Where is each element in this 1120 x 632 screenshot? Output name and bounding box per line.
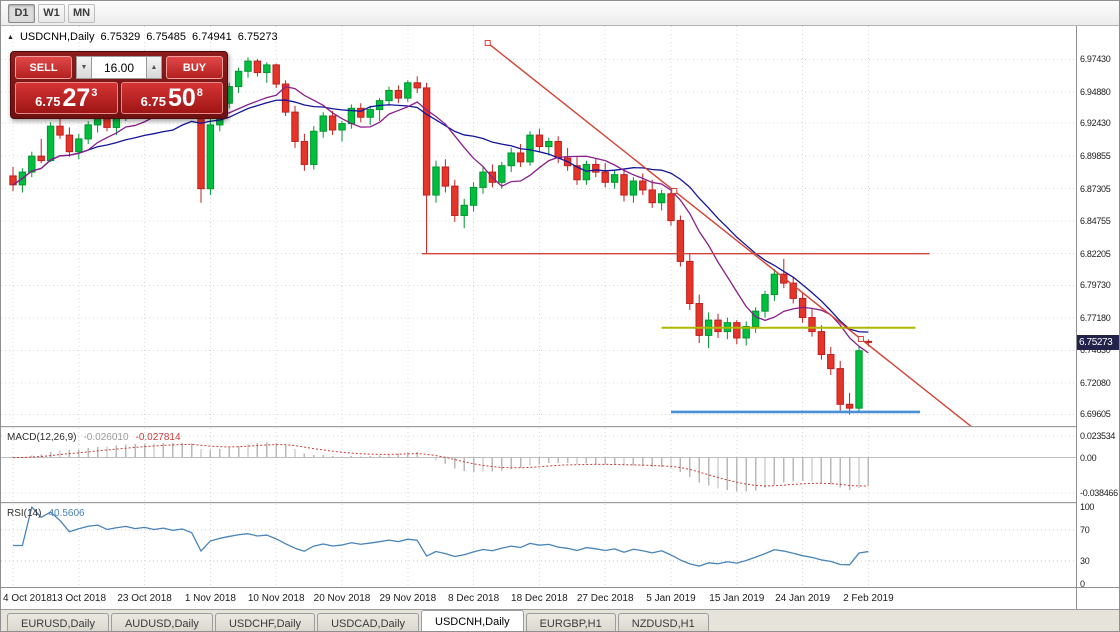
axis-scale-label: -0.038466 [1080, 488, 1118, 499]
sell-button[interactable]: SELL [15, 56, 72, 79]
chart-tab-bar: EURUSD,Daily AUDUSD,Daily USDCHF,Daily USDC… [1, 609, 1119, 631]
ohlc-close: 6.75273 [237, 31, 278, 43]
chart-title: USDCNH,Daily [19, 31, 95, 43]
date-axis-label: 13 Oct 2018 [51, 593, 107, 604]
macd-label: MACD(12,26,9) -0.026010 -0.027814 [7, 432, 181, 443]
current-price-badge: 6.75273 [1077, 335, 1119, 351]
rsi-indicator-panel[interactable] [1, 504, 1076, 587]
chart-tab-eurgbp[interactable]: EURGBP,H1 [525, 613, 616, 631]
date-axis-label: 20 Nov 2018 [313, 593, 371, 604]
macd-signal-value: -0.027814 [135, 432, 181, 443]
axis-scale-label: 6.82205 [1080, 248, 1111, 259]
rsi-label: RSI(14) 40.5606 [7, 508, 85, 519]
chart-tab-audusd[interactable]: AUDUSD,Daily [110, 613, 213, 631]
date-axis-label: 24 Jan 2019 [775, 593, 831, 604]
trendline[interactable] [484, 39, 1076, 426]
date-axis-label: 23 Oct 2018 [117, 593, 172, 604]
axis-scale-label: 6.79730 [1080, 280, 1111, 291]
ma-fast-line [12, 86, 869, 354]
chart-tab-nzdusd[interactable]: NZDUSD,H1 [617, 613, 709, 631]
symbol-marker-icon: ▲ [7, 33, 14, 41]
buy-price-point: 8 [196, 87, 203, 99]
ohlc-high: 6.75485 [146, 31, 187, 43]
chart-tab-usdcad[interactable]: USDCAD,Daily [317, 613, 420, 631]
date-axis-label: 5 Jan 2019 [646, 593, 696, 604]
rsi-line [13, 506, 869, 567]
axis-corner [1076, 587, 1119, 609]
trendline-handle-end[interactable] [857, 335, 864, 342]
axis-scale-label: 6.72080 [1080, 377, 1111, 388]
axis-scale-label: 0.023534 [1080, 430, 1116, 441]
chart-header: ▲ USDCNH,Daily 6.75329 6.75485 6.74941 6… [7, 31, 278, 43]
date-axis-label: 8 Dec 2018 [448, 593, 500, 604]
timeframe-button-mn[interactable]: MN [68, 3, 96, 23]
macd-name: MACD(12,26,9) [7, 432, 77, 443]
volume-decrease-button[interactable]: ▼ [76, 56, 92, 79]
date-axis-label: 18 Dec 2018 [511, 593, 568, 604]
date-axis-label: 29 Nov 2018 [379, 593, 437, 604]
axis-scale-label: 100 [1080, 502, 1095, 512]
axis-scale-label: 6.69605 [1080, 409, 1111, 420]
trendline-handle-mid[interactable] [671, 187, 678, 194]
buy-price-base: 6.75 [140, 93, 166, 109]
chart-tab-usdchf[interactable]: USDCHF,Daily [214, 613, 316, 631]
ohlc-open: 6.75329 [100, 31, 141, 43]
ohlc-low: 6.74941 [192, 31, 232, 43]
axis-scale-label: 6.74630 [1080, 345, 1111, 356]
price-axis[interactable]: 6.75273 6.97430 6.94880 6.92430 6.89855 6.87… [1076, 26, 1119, 589]
axis-scale-label: 6.77180 [1080, 312, 1111, 323]
one-click-trading-panel: SELL ▼ 16.00 ▲ BUY 6.75 27 3 6.75 50 8 [10, 51, 228, 119]
volume-increase-button[interactable]: ▲ [146, 56, 162, 79]
axis-scale-label: 6.87305 [1080, 183, 1111, 194]
sell-price-button[interactable]: 6.75 27 3 [15, 82, 118, 114]
buy-price-pips: 50 [167, 83, 196, 112]
axis-scale-label: 0.00 [1080, 452, 1097, 463]
ma-slow-line [12, 99, 869, 333]
sell-price-point: 3 [91, 87, 98, 99]
timeframe-button-w1[interactable]: W1 [38, 3, 65, 23]
date-axis-label: 2 Feb 2019 [843, 593, 894, 604]
main-grid [1, 26, 1076, 426]
macd-indicator-panel[interactable] [1, 428, 1076, 502]
date-axis-label: 4 Oct 2018 [3, 593, 52, 604]
axis-scale-label: 6.94880 [1080, 86, 1111, 97]
rsi-name: RSI(14) [7, 508, 42, 519]
date-axis-label: 1 Nov 2018 [184, 593, 236, 604]
date-axis[interactable]: 4 Oct 2018 13 Oct 2018 23 Oct 2018 1 Nov 20… [1, 587, 1076, 609]
macd-grid [1, 428, 1076, 502]
sell-price-base: 6.75 [35, 93, 61, 109]
date-axis-label: 15 Jan 2019 [709, 593, 765, 604]
chart-tab-usdcnh[interactable]: USDCNH,Daily [421, 610, 524, 631]
axis-scale-label: 6.97430 [1080, 54, 1111, 65]
macd-signal-line [12, 443, 869, 487]
axis-scale-label: 30 [1080, 555, 1090, 566]
volume-input[interactable]: 16.00 [92, 56, 146, 79]
axis-scale-label: 6.92430 [1080, 118, 1111, 129]
sell-price-pips: 27 [62, 83, 91, 112]
timeframe-toolbar: D1 W1 MN [1, 1, 1119, 26]
axis-scale-label: 70 [1080, 525, 1090, 536]
macd-main-value: -0.026010 [83, 432, 129, 443]
axis-scale-label: 0 [1080, 579, 1085, 589]
axis-scale-label: 6.84755 [1080, 216, 1111, 227]
panel-splitter[interactable] [1, 502, 1119, 504]
panel-splitter[interactable] [1, 426, 1119, 428]
candles [9, 57, 873, 415]
timeframe-button-d1[interactable]: D1 [8, 3, 35, 23]
trendline-handle-start[interactable] [484, 39, 491, 46]
date-axis-label: 10 Nov 2018 [247, 593, 305, 604]
buy-button[interactable]: BUY [166, 56, 223, 79]
buy-price-button[interactable]: 6.75 50 8 [120, 82, 223, 114]
date-axis-label: 27 Dec 2018 [576, 593, 634, 604]
rsi-value: 40.5606 [48, 508, 85, 519]
axis-scale-label: 6.89855 [1080, 151, 1111, 162]
macd-histogram [21, 442, 870, 492]
chart-tab-eurusd[interactable]: EURUSD,Daily [7, 613, 109, 631]
